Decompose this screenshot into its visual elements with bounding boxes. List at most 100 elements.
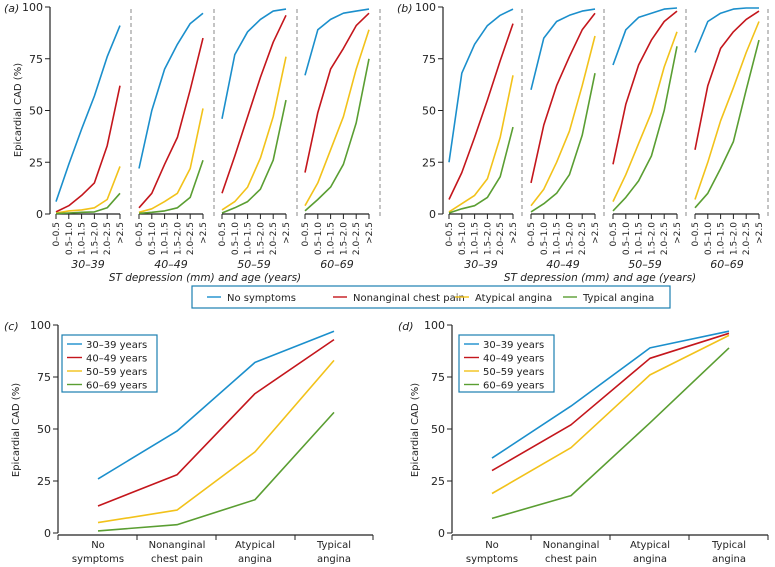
x-tick-label: Atypical <box>630 540 670 551</box>
y-tick-label: 75 <box>431 371 445 384</box>
x-tick-label: 0.5–1.0 <box>540 222 550 255</box>
y-tick-label: 50 <box>37 423 51 436</box>
series-line-green <box>448 126 514 214</box>
series-line-yellow <box>530 35 596 207</box>
x-tick-label: 0.5–1.0 <box>704 222 714 255</box>
group-label: 30–39 <box>464 258 498 271</box>
y-tick-label: 0 <box>36 208 43 221</box>
x-tick-label: 0–0.5 <box>691 222 701 247</box>
legend: 30–39 years 40–49 years 50–59 years 60–69 y… <box>458 334 555 393</box>
series-line-green <box>304 58 370 212</box>
y-tick-label: 50 <box>29 105 43 118</box>
legend-label: 40–49 years <box>483 354 544 365</box>
series-line-green <box>138 159 204 215</box>
panel-label: (b) <box>397 2 413 15</box>
x-tick-label: 0.5–1.0 <box>314 222 324 255</box>
y-tick-label: 75 <box>29 53 43 66</box>
panel-label: (c) <box>4 320 19 333</box>
legend-label: 50–59 years <box>483 367 544 378</box>
panel-label: (a) <box>4 2 19 15</box>
x-tick-label: 0–0.5 <box>52 222 62 247</box>
series-line-yellow <box>55 166 121 214</box>
legend-box <box>191 285 671 309</box>
x-tick-label: 1.0–1.5 <box>635 222 645 255</box>
x-tick-label: >2.5 <box>199 222 209 244</box>
x-tick-label: >2.5 <box>755 222 765 244</box>
series-line-yellow <box>138 108 204 214</box>
y-tick-label: 0 <box>44 527 51 540</box>
y-tick-label: 75 <box>422 53 436 66</box>
x-tick-label: 0–0.5 <box>135 222 145 247</box>
x-tick-label: >2.5 <box>591 222 601 244</box>
x-tick-label: 0.5–1.0 <box>231 222 241 255</box>
series-line-blue <box>694 7 759 53</box>
series-line-blue <box>97 330 335 480</box>
x-tick-label: 1.5–2.0 <box>647 222 657 255</box>
group-label: 40–49 <box>154 258 188 271</box>
x-tick-label: 1.0–1.5 <box>553 222 563 255</box>
series-line-red <box>138 37 204 209</box>
series-line-red <box>694 10 760 150</box>
x-tick-label: Atypical <box>235 540 275 551</box>
x-tick-label: 2.0–2.5 <box>742 222 752 255</box>
x-tick-label: >2.5 <box>673 222 683 244</box>
panel-c: (c) 0 25 50 75 100 Epicardial CAD (%) No symptom… <box>4 319 374 565</box>
x-tick-label: 2.0–2.5 <box>496 222 506 255</box>
y-tick-label: 100 <box>30 319 51 332</box>
legend-label: 60–69 years <box>483 381 544 392</box>
series-line-yellow <box>448 75 514 213</box>
x-tick-label: chest pain <box>151 554 203 565</box>
series-line-red <box>221 14 287 194</box>
series-line-green <box>221 99 287 214</box>
y-tick-label: 0 <box>438 527 445 540</box>
group-label: 60–69 <box>710 258 744 271</box>
group-label: 40–49 <box>546 258 580 271</box>
x-tick-label: symptoms <box>72 554 124 565</box>
x-tick-label: 1.5–2.0 <box>90 222 100 255</box>
series-line-green <box>55 192 121 215</box>
legend: 30–39 years 40–49 years 50–59 years 60–69 y… <box>61 334 158 393</box>
y-tick-label: 25 <box>431 475 445 488</box>
legend-label: 30–39 years <box>483 340 544 351</box>
x-tick-label: 0–0.5 <box>445 222 455 247</box>
x-tick-label: >2.5 <box>282 222 292 244</box>
series-line-yellow <box>694 21 760 200</box>
series-line-blue <box>55 25 121 202</box>
group-label: 50–59 <box>628 258 662 271</box>
x-tick-label: 1.0–1.5 <box>717 222 727 255</box>
x-tick-label: 0–0.5 <box>301 222 311 247</box>
series-line-red <box>55 85 121 213</box>
x-tick-label: >2.5 <box>116 222 126 244</box>
y-tick-label: 0 <box>429 208 436 221</box>
x-tick-label: angina <box>712 554 746 565</box>
x-tick-label: Nonanginal <box>543 540 600 551</box>
x-tick-label: 1.5–2.0 <box>339 222 349 255</box>
series-line-red <box>97 338 335 507</box>
y-axis-title: Epicardial CAD (%) <box>13 63 24 157</box>
legend-label: 50–59 years <box>86 367 147 378</box>
series-line-blue <box>612 7 678 66</box>
x-tick-label: 0.5–1.0 <box>65 222 75 255</box>
y-tick-label: 25 <box>422 156 436 169</box>
legend-label: No symptoms <box>227 293 296 304</box>
x-tick-label: 2.0–2.5 <box>103 222 113 255</box>
x-tick-label: 2.0–2.5 <box>578 222 588 255</box>
series-line-blue <box>491 330 730 459</box>
y-tick-label: 50 <box>422 105 436 118</box>
x-tick-label: 0–0.5 <box>527 222 537 247</box>
series-line-green <box>530 73 596 213</box>
panel-d: (d) 0 25 50 75 100 Epicardial CAD (%) No symptom… <box>398 319 769 565</box>
x-tick-label: No <box>485 540 499 551</box>
x-tick-label: >2.5 <box>365 222 375 244</box>
y-tick-label: 25 <box>29 156 43 169</box>
x-tick-label: angina <box>633 554 667 565</box>
series-line-yellow <box>612 31 678 202</box>
series-line-green <box>97 411 335 532</box>
x-tick-label: >2.5 <box>509 222 519 244</box>
y-tick-label: 50 <box>431 423 445 436</box>
series-line-yellow <box>304 29 370 207</box>
series-line-blue <box>304 8 370 76</box>
series-line-red <box>491 332 730 472</box>
x-tick-label: 1.5–2.0 <box>483 222 493 255</box>
